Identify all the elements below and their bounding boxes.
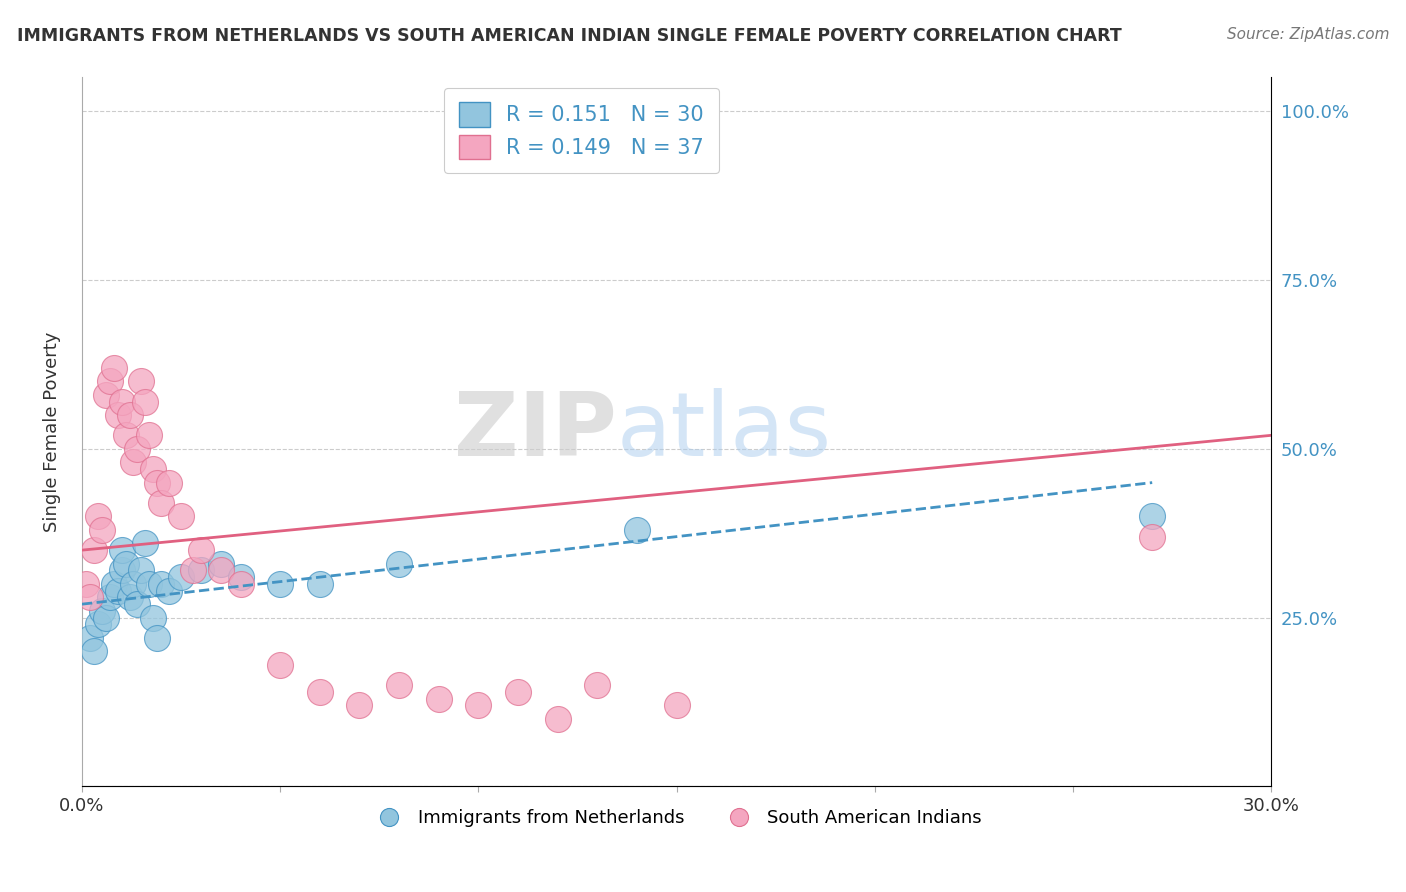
Point: [427, 691, 450, 706]
Point: [157, 583, 180, 598]
Point: [134, 394, 156, 409]
Point: [110, 394, 132, 409]
Point: [122, 455, 145, 469]
Point: [103, 360, 125, 375]
Point: [90, 523, 112, 537]
Point: [98, 374, 121, 388]
Point: [142, 462, 165, 476]
Point: [110, 543, 132, 558]
Text: ZIP: ZIP: [454, 388, 617, 475]
Point: [388, 678, 411, 692]
Point: [114, 428, 136, 442]
Text: Source: ZipAtlas.com: Source: ZipAtlas.com: [1226, 27, 1389, 42]
Point: [388, 557, 411, 571]
Point: [181, 563, 204, 577]
Point: [131, 563, 153, 577]
Point: [229, 577, 252, 591]
Point: [170, 570, 193, 584]
Point: [127, 442, 149, 456]
Point: [103, 577, 125, 591]
Point: [138, 428, 160, 442]
Point: [626, 523, 648, 537]
Point: [665, 698, 688, 713]
Point: [229, 570, 252, 584]
Point: [308, 577, 330, 591]
Point: [349, 698, 371, 713]
Point: [209, 557, 232, 571]
Point: [269, 577, 291, 591]
Point: [114, 557, 136, 571]
Point: [107, 583, 129, 598]
Point: [94, 388, 117, 402]
Point: [142, 610, 165, 624]
Point: [506, 685, 529, 699]
Point: [190, 563, 212, 577]
Point: [269, 657, 291, 672]
Text: atlas: atlas: [617, 388, 832, 475]
Point: [98, 591, 121, 605]
Point: [138, 577, 160, 591]
Y-axis label: Single Female Poverty: Single Female Poverty: [44, 332, 60, 533]
Point: [79, 631, 101, 645]
Point: [170, 509, 193, 524]
Point: [87, 617, 110, 632]
Point: [146, 475, 169, 490]
Point: [118, 591, 141, 605]
Point: [83, 644, 105, 658]
Legend: Immigrants from Netherlands, South American Indians: Immigrants from Netherlands, South Ameri…: [364, 802, 990, 834]
Point: [586, 678, 609, 692]
Point: [190, 543, 212, 558]
Point: [107, 408, 129, 422]
Point: [127, 597, 149, 611]
Point: [94, 610, 117, 624]
Point: [90, 604, 112, 618]
Point: [146, 631, 169, 645]
Point: [1140, 530, 1163, 544]
Point: [118, 408, 141, 422]
Point: [547, 712, 569, 726]
Point: [150, 577, 173, 591]
Point: [75, 577, 97, 591]
Point: [131, 374, 153, 388]
Point: [1140, 509, 1163, 524]
Point: [308, 685, 330, 699]
Point: [134, 536, 156, 550]
Point: [209, 563, 232, 577]
Point: [150, 496, 173, 510]
Point: [110, 563, 132, 577]
Point: [467, 698, 489, 713]
Point: [87, 509, 110, 524]
Point: [83, 543, 105, 558]
Text: IMMIGRANTS FROM NETHERLANDS VS SOUTH AMERICAN INDIAN SINGLE FEMALE POVERTY CORRE: IMMIGRANTS FROM NETHERLANDS VS SOUTH AME…: [17, 27, 1122, 45]
Point: [157, 475, 180, 490]
Point: [122, 577, 145, 591]
Point: [79, 591, 101, 605]
